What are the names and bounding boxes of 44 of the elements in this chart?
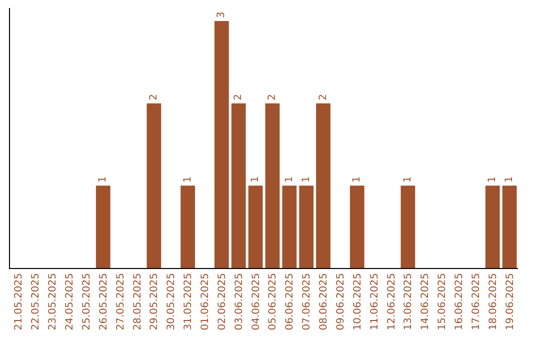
x-tick-label: 28.05.2025 [132,273,144,330]
x-tick-label: 16.06.2025 [454,273,465,330]
data-label: 1 [182,176,194,183]
x-tick-label: 30.05.2025 [166,273,178,330]
x-tick-label: 12.06.2025 [386,273,398,330]
x-tick-label: 14.06.2025 [420,273,432,330]
x-tick-label: 29.05.2025 [149,273,160,330]
x-tick-label: 03.06.2025 [234,273,245,330]
x-tick-label: 18.06.2025 [488,273,499,330]
x-tick-label: 24.05.2025 [64,273,76,330]
x-tick-label: 07.06.2025 [302,273,313,330]
x-tick-label: 02.06.2025 [216,273,228,330]
x-tick-label: 10.06.2025 [352,273,364,330]
data-label: 1 [284,176,295,183]
x-tick-label: 15.06.2025 [437,273,448,330]
x-tick-label: 27.05.2025 [115,273,126,330]
x-tick-label: 04.06.2025 [250,273,262,330]
x-tick-label: 21.05.2025 [14,273,25,330]
x-tick-label: 22.05.2025 [30,273,42,330]
data-label: 1 [487,176,498,183]
data-label: 1 [98,176,109,183]
data-label: 1 [402,176,414,183]
x-tick-label: 25.05.2025 [81,273,92,330]
x-tick-label: 19.06.2025 [504,273,516,330]
x-tick-label: 08.06.2025 [318,273,330,330]
x-tick-label: 06.06.2025 [284,273,296,330]
x-tick-label: 13.06.2025 [403,273,414,330]
x-tick-label: 23.05.2025 [48,273,59,330]
x-tick-label: 09.06.2025 [335,273,346,330]
x-tick-label: 17.06.2025 [470,273,482,330]
data-label: 2 [318,94,329,100]
data-label: 2 [266,94,278,100]
data-label: 2 [233,94,244,100]
data-label: 1 [352,176,363,183]
x-tick-label: 01.06.2025 [200,273,211,330]
x-tick-label: 05.06.2025 [268,273,279,330]
x-tick-label: 11.06.2025 [369,273,380,330]
data-label: 1 [250,176,262,183]
data-label: 3 [216,12,228,18]
data-label: 1 [504,176,516,183]
data-label: 1 [300,176,312,183]
x-tick-label: 26.05.2025 [98,273,110,330]
x-tick-label: 31.05.2025 [183,273,194,330]
data-label: 2 [148,94,160,100]
